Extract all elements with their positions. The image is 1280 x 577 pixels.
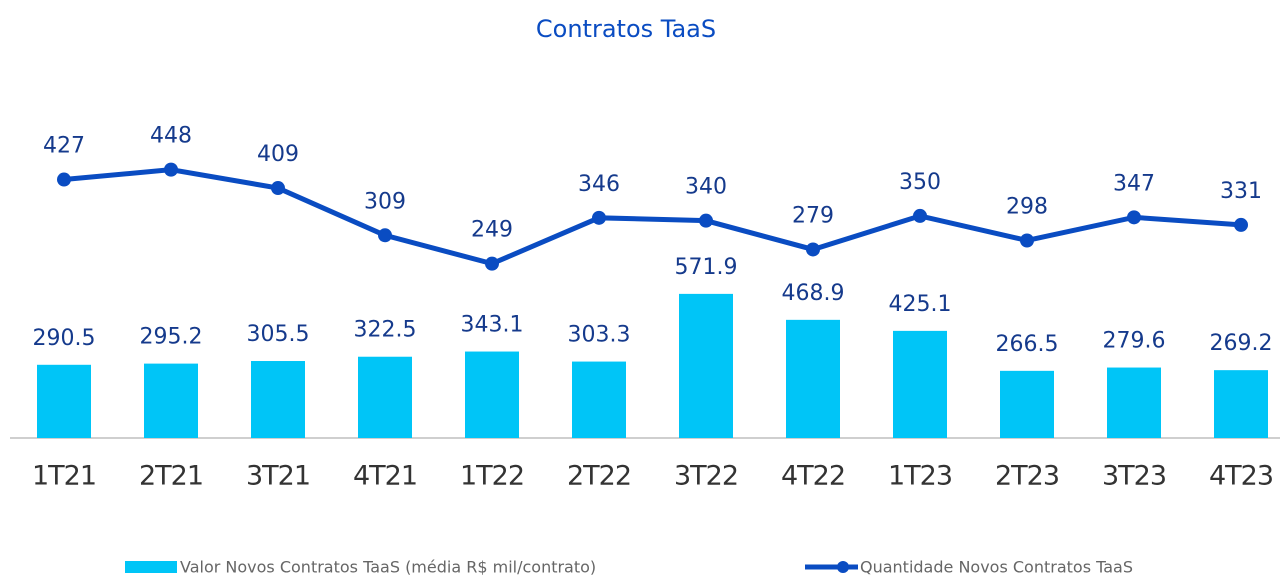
data-label: 266.5 xyxy=(996,332,1059,357)
x-tick-label: 4T23 xyxy=(1209,461,1273,492)
data-label: 303.3 xyxy=(568,323,631,348)
bar xyxy=(1214,370,1268,438)
chart-title: Contratos TaaS xyxy=(536,15,716,43)
data-label: 346 xyxy=(578,172,620,197)
data-label: 290.5 xyxy=(33,326,96,351)
line-point xyxy=(699,213,713,228)
x-tick-label: 3T21 xyxy=(246,461,310,492)
bar xyxy=(679,293,733,438)
x-tick-label: 3T23 xyxy=(1102,461,1166,492)
line-point xyxy=(1127,210,1141,225)
data-label: 331 xyxy=(1220,179,1262,204)
line-point xyxy=(271,181,285,196)
data-label: 249 xyxy=(471,218,513,243)
data-label: 468.9 xyxy=(782,281,845,306)
bar xyxy=(358,356,412,438)
bar xyxy=(144,363,198,438)
data-label: 298 xyxy=(1006,194,1048,219)
legend-label: Valor Novos Contratos TaaS (média R$ mil… xyxy=(180,558,596,577)
data-label: 269.2 xyxy=(1210,331,1273,356)
line-point xyxy=(485,256,499,271)
data-label: 340 xyxy=(685,175,727,200)
x-tick-label: 2T22 xyxy=(567,461,631,492)
line-point xyxy=(592,210,606,225)
data-label: 427 xyxy=(43,134,85,159)
x-tick-label: 1T22 xyxy=(460,461,524,492)
line-point xyxy=(164,162,178,177)
x-tick-label: 2T21 xyxy=(139,461,203,492)
x-tick-label: 1T21 xyxy=(32,461,96,492)
bar xyxy=(465,351,519,438)
data-label: 305.5 xyxy=(247,322,310,347)
data-label: 409 xyxy=(257,142,299,167)
data-label: 448 xyxy=(150,124,192,149)
data-label: 425.1 xyxy=(889,292,952,317)
line-point xyxy=(1020,233,1034,248)
bar xyxy=(1107,367,1161,438)
legend-swatch xyxy=(125,561,177,573)
bar xyxy=(572,361,626,438)
x-tick-label: 2T23 xyxy=(995,461,1059,492)
data-label: 279.6 xyxy=(1103,329,1166,354)
data-label: 309 xyxy=(364,189,406,214)
bar xyxy=(786,319,840,438)
data-label: 343.1 xyxy=(461,313,524,338)
line-point xyxy=(806,242,820,257)
line xyxy=(63,167,1242,267)
x-tick-label: 3T22 xyxy=(674,461,738,492)
x-tick-label: 4T22 xyxy=(781,461,845,492)
x-tick-label: 4T21 xyxy=(353,461,417,492)
line-point xyxy=(378,228,392,243)
data-label: 322.5 xyxy=(354,318,417,343)
data-label: 295.2 xyxy=(140,325,203,350)
line-point xyxy=(913,208,927,223)
line-point xyxy=(1234,217,1248,232)
bar xyxy=(893,330,947,438)
legend-label: Quantidade Novos Contratos TaaS xyxy=(860,558,1133,577)
data-label: 350 xyxy=(899,170,941,195)
line-point xyxy=(57,172,71,187)
data-label: 571.9 xyxy=(675,255,738,280)
bar xyxy=(37,364,91,438)
bar xyxy=(1000,370,1054,438)
legend-swatch xyxy=(837,561,849,573)
bar xyxy=(251,361,305,438)
data-label: 279 xyxy=(792,203,834,228)
data-label: 347 xyxy=(1113,171,1155,196)
x-tick-label: 1T23 xyxy=(888,461,952,492)
